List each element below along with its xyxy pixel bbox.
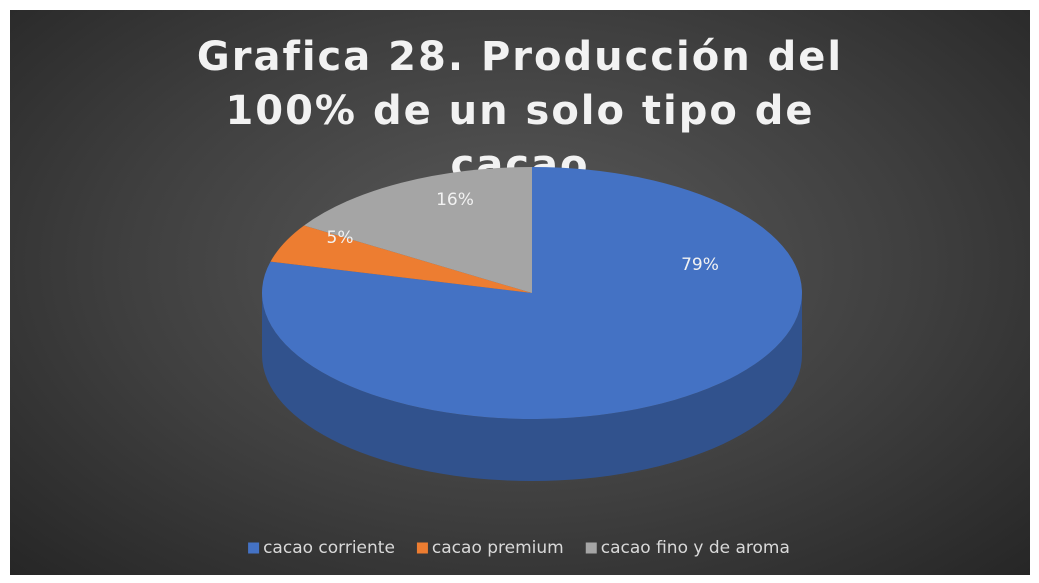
legend-label: cacao premium — [432, 538, 564, 558]
legend-swatch — [416, 542, 428, 554]
legend-label: cacao corriente — [263, 538, 395, 558]
data-label: 5% — [327, 228, 354, 248]
legend-label: cacao fino y de aroma — [601, 538, 790, 558]
data-label: 79% — [681, 255, 719, 275]
data-label: 16% — [436, 190, 474, 210]
legend-swatch — [248, 542, 260, 554]
legend-swatch — [585, 542, 597, 554]
pie-slice — [270, 225, 532, 293]
chart-title: Grafica 28. Producción del 100% de un so… — [196, 34, 844, 188]
pie-slice — [304, 167, 532, 293]
pie-slice-side — [262, 293, 802, 481]
